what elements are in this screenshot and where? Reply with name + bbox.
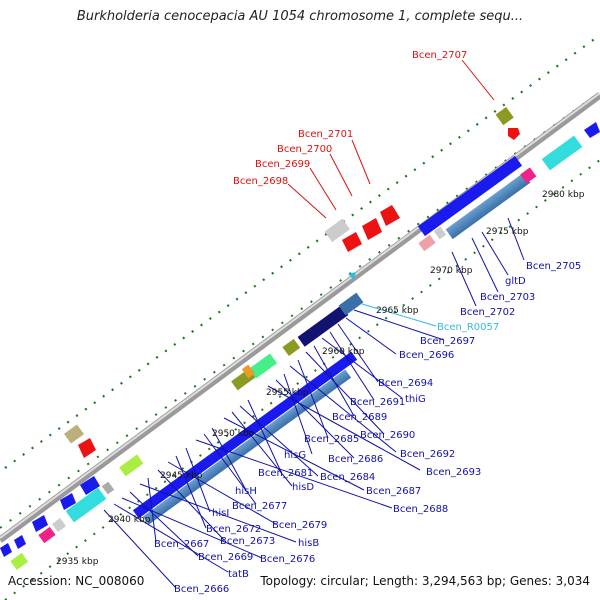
label-bcen-2688[interactable]: Bcen_2688 [393, 504, 448, 515]
feature-red-left [78, 438, 96, 458]
label-thig[interactable]: thiG [405, 394, 426, 405]
label-hisd[interactable]: hisD [292, 482, 314, 493]
label-hish[interactable]: hisH [235, 486, 257, 497]
scale-label: 2975 kbp [486, 227, 529, 237]
scale-label: 2935 kbp [56, 557, 99, 567]
cds-arrow [0, 543, 12, 557]
label-bcen-2693[interactable]: Bcen_2693 [426, 467, 481, 478]
accession-label: Accession: NC_008060 [8, 574, 145, 588]
cds-light-pink [418, 234, 436, 252]
label-bcen-2685[interactable]: Bcen_2685 [304, 434, 359, 445]
label-gltd[interactable]: gltD [505, 276, 526, 287]
label-bcen-2677[interactable]: Bcen_2677 [232, 501, 287, 512]
cds-arrow [60, 493, 76, 510]
scale-labels: 2935 kbp 2940 kbp 2945 kbp 2950 kbp 2955… [56, 190, 585, 567]
label-bcen-2691[interactable]: Bcen_2691 [350, 397, 405, 408]
scale-label: 2955 kbp [266, 388, 309, 398]
cds-grey [52, 518, 66, 532]
scale-label: 2960 kbp [322, 347, 365, 357]
label-bcen-2690[interactable]: Bcen_2690 [360, 430, 415, 441]
outer-tick-ring [4, 34, 600, 469]
map-title: Burkholderia cenocepacia AU 1054 chromos… [76, 9, 524, 24]
label-bcen-2687[interactable]: Bcen_2687 [366, 486, 421, 497]
upper-strand-features [64, 107, 520, 458]
feature-olive [495, 107, 514, 126]
cds-arrow [14, 535, 26, 549]
label-bcen-2703[interactable]: Bcen_2703 [480, 292, 535, 303]
scale-label: 2940 kbp [108, 515, 151, 525]
label-bcen-2698[interactable]: Bcen_2698 [233, 176, 288, 187]
feature-bcen-2698[interactable] [324, 218, 351, 243]
feature-bcen-2699[interactable] [342, 232, 362, 252]
label-bcen-2673[interactable]: Bcen_2673 [220, 536, 275, 547]
cds-arrow [80, 476, 100, 495]
label-bcen-2705[interactable]: Bcen_2705 [526, 261, 581, 272]
label-bcen-2702[interactable]: Bcen_2702 [460, 307, 515, 318]
cds-cyan [65, 487, 107, 523]
leader-lines-upper [287, 59, 495, 219]
label-bcen-2669[interactable]: Bcen_2669 [198, 552, 253, 563]
cds-grey [433, 226, 447, 240]
inner-tick-ring-lower [4, 159, 600, 600]
feature-bcen-2701[interactable] [380, 205, 400, 226]
label-bcen-2684[interactable]: Bcen_2684 [320, 472, 375, 483]
label-bcen-2667[interactable]: Bcen_2667 [154, 539, 209, 550]
cds-lime [10, 552, 29, 570]
label-bcen-2699[interactable]: Bcen_2699 [255, 159, 310, 170]
cds-orange [241, 364, 255, 379]
label-hisi[interactable]: hisI [212, 508, 229, 519]
label-bcen-2666[interactable]: Bcen_2666 [174, 584, 229, 595]
cds-lime [119, 454, 144, 477]
upper-labels: Bcen_2707 Bcen_2701 Bcen_2700 Bcen_2699 … [233, 50, 467, 187]
label-bcen-2681[interactable]: Bcen_2681 [258, 468, 313, 479]
cds-steel [338, 292, 364, 316]
label-hisb[interactable]: hisB [298, 538, 319, 549]
cds-pink [38, 526, 56, 544]
cds-band-middle [119, 272, 364, 525]
lower-labels: Bcen_2705 gltD Bcen_2703 Bcen_2702 Bcen_… [154, 261, 581, 595]
scale-label: 2980 kbp [542, 190, 585, 200]
feature-bcen-2700[interactable] [362, 218, 382, 240]
label-bcen-2707[interactable]: Bcen_2707 [412, 50, 467, 61]
leader-lines-lower [103, 217, 525, 589]
label-bcen-r0057[interactable]: Bcen_R0057 [437, 322, 499, 333]
label-tatb[interactable]: tatB [228, 569, 249, 580]
cds-band-steel [445, 172, 531, 240]
feature-bcen-2707[interactable] [508, 128, 520, 140]
scale-label: 2945 kbp [160, 471, 203, 481]
scale-label: 2950 kbp [212, 429, 255, 439]
label-bcen-2679[interactable]: Bcen_2679 [272, 520, 327, 531]
cds-arrow [32, 515, 48, 532]
label-bcen-2694[interactable]: Bcen_2694 [378, 378, 433, 389]
label-bcen-2689[interactable]: Bcen_2689 [332, 412, 387, 423]
label-bcen-2676[interactable]: Bcen_2676 [260, 554, 315, 565]
label-bcen-2701[interactable]: Bcen_2701 [298, 129, 353, 140]
scale-label: 2965 kbp [376, 306, 419, 316]
cds-olive [282, 338, 301, 356]
cds-arrows [0, 476, 115, 570]
cds-grey [101, 481, 115, 495]
scale-label: 2970 kbp [430, 266, 473, 276]
topology-summary: Topology: circular; Length: 3,294,563 bp… [260, 574, 590, 588]
cds-arrow [584, 122, 600, 138]
label-bcen-2697[interactable]: Bcen_2697 [420, 336, 475, 347]
label-bcen-2700[interactable]: Bcen_2700 [277, 144, 332, 155]
cds-band-right [417, 122, 600, 252]
label-hisg[interactable]: hisG [284, 450, 306, 461]
cds-pink [520, 167, 537, 184]
cds-band-steel [142, 369, 352, 525]
cds-band-blue [132, 351, 358, 519]
cds-band-blue [417, 155, 523, 237]
cds-cyan [541, 135, 583, 171]
label-bcen-2696[interactable]: Bcen_2696 [399, 350, 454, 361]
cds-cyan-tip [348, 272, 356, 280]
feature-khaki [64, 424, 84, 444]
label-bcen-2686[interactable]: Bcen_2686 [328, 454, 383, 465]
cds-navy [297, 305, 349, 347]
label-bcen-2672[interactable]: Bcen_2672 [206, 524, 261, 535]
label-bcen-2692[interactable]: Bcen_2692 [400, 449, 455, 460]
cds-green [248, 353, 278, 379]
